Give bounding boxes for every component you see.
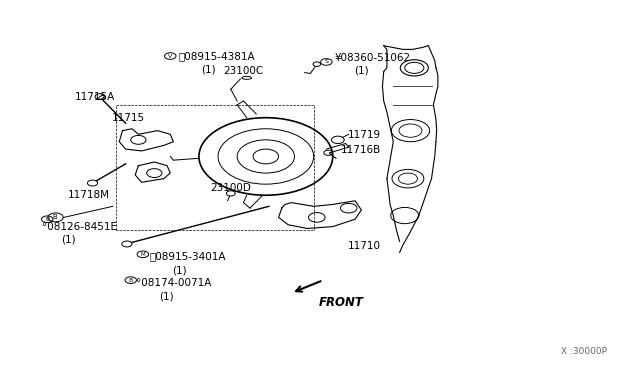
- Text: (1): (1): [354, 66, 369, 76]
- Circle shape: [95, 94, 105, 100]
- Text: 11715: 11715: [111, 113, 145, 123]
- Text: ¥08360-51062: ¥08360-51062: [335, 52, 411, 62]
- Text: 23100D: 23100D: [211, 183, 252, 193]
- Text: B: B: [129, 278, 133, 283]
- Text: B: B: [52, 214, 57, 220]
- Text: 11710: 11710: [348, 241, 380, 251]
- Circle shape: [88, 180, 98, 186]
- Text: (1): (1): [201, 65, 216, 75]
- Circle shape: [227, 191, 236, 196]
- Text: Ⓥ08915-3401A: Ⓥ08915-3401A: [149, 251, 226, 261]
- Text: 11719: 11719: [348, 130, 381, 140]
- Text: V: V: [168, 54, 172, 58]
- Text: (1): (1): [172, 265, 187, 275]
- Text: (1): (1): [61, 234, 76, 244]
- Text: 23100C: 23100C: [223, 66, 264, 76]
- Text: (1): (1): [159, 292, 174, 302]
- Text: B: B: [45, 217, 49, 222]
- Circle shape: [313, 62, 321, 66]
- Text: M: M: [141, 252, 145, 257]
- Text: 11716B: 11716B: [341, 145, 381, 155]
- Text: Ⓥ08915-4381A: Ⓥ08915-4381A: [179, 51, 255, 61]
- Circle shape: [332, 136, 344, 144]
- Text: 11718M: 11718M: [68, 190, 110, 200]
- Circle shape: [122, 241, 132, 247]
- Text: X :30000P: X :30000P: [561, 347, 607, 356]
- Text: °08174-0071A: °08174-0071A: [136, 278, 212, 288]
- Text: 11715A: 11715A: [75, 92, 115, 102]
- Text: FRONT: FRONT: [319, 296, 364, 309]
- Text: °08126-8451E: °08126-8451E: [42, 222, 116, 232]
- Text: S: S: [324, 60, 328, 64]
